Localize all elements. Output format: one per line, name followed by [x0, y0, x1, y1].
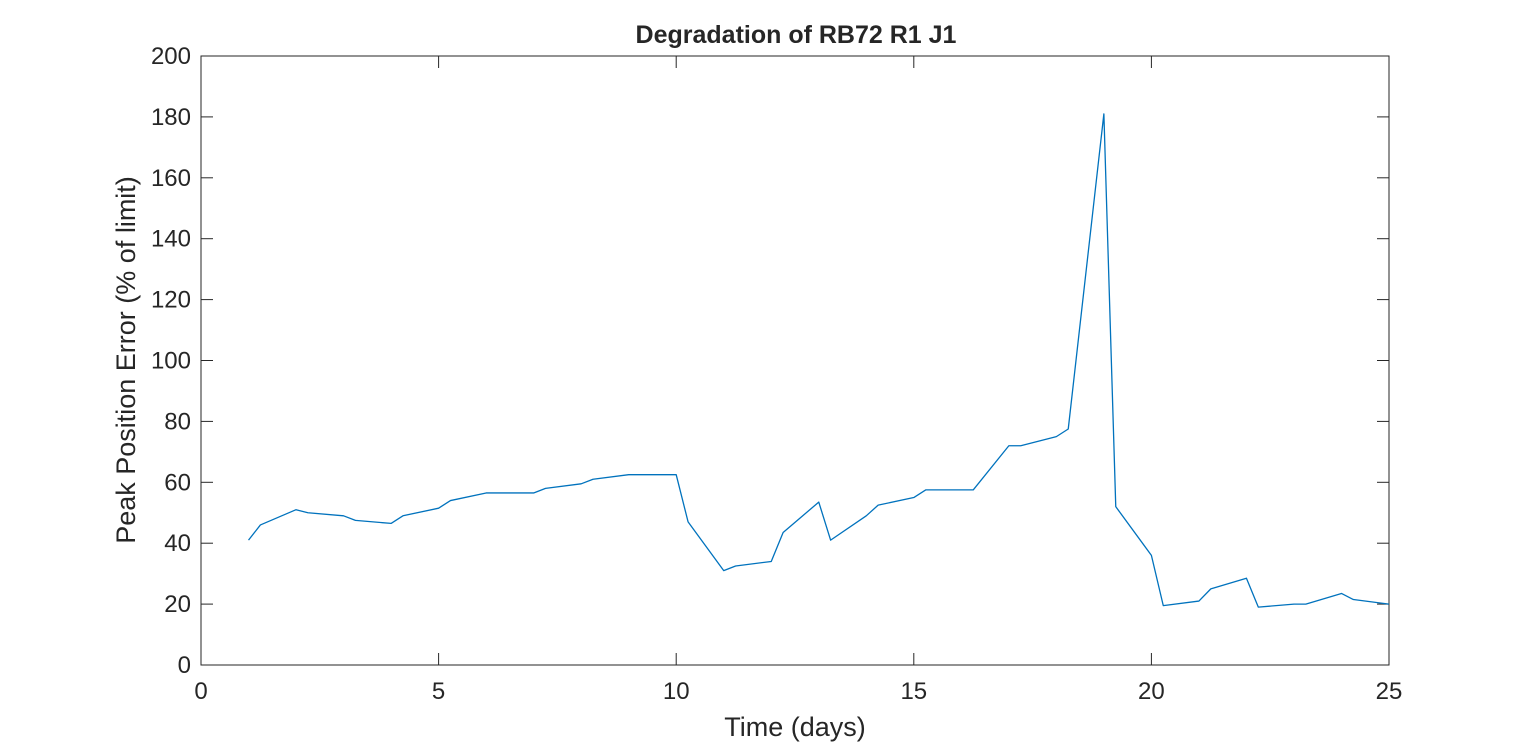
- y-tick-label: 140: [151, 226, 191, 253]
- x-tick-label: 20: [1138, 678, 1165, 705]
- chart-title: Degradation of RB72 R1 J1: [636, 21, 957, 49]
- x-tick-label: 5: [432, 678, 445, 705]
- y-tick-label: 200: [151, 43, 191, 70]
- plot-area: [200, 55, 1390, 666]
- y-tick-label: 20: [164, 591, 191, 618]
- x-tick-label: 25: [1376, 678, 1403, 705]
- y-tick-label: 180: [151, 104, 191, 131]
- y-tick-label: 80: [164, 408, 191, 435]
- y-axis-label: Peak Position Error (% of limit): [111, 176, 141, 544]
- y-tick-label: 160: [151, 165, 191, 192]
- x-tick-label: 0: [194, 678, 207, 705]
- y-tick-label: 120: [151, 287, 191, 314]
- axis-ticks: [200, 55, 1390, 666]
- y-tick-label: 40: [164, 530, 191, 557]
- x-axis-label: Time (days): [724, 712, 866, 742]
- x-tick-label: 15: [900, 678, 927, 705]
- y-tick-label: 0: [178, 652, 191, 679]
- series-line: [248, 113, 1390, 608]
- y-tick-label: 100: [151, 348, 191, 375]
- x-tick-labels: 0 5 10 15 20 25: [194, 678, 1402, 705]
- y-tick-label: 60: [164, 469, 191, 496]
- y-tick-labels: 0 20 40 60 80 100 120 140 160 180 200: [151, 43, 191, 679]
- x-tick-label: 10: [663, 678, 690, 705]
